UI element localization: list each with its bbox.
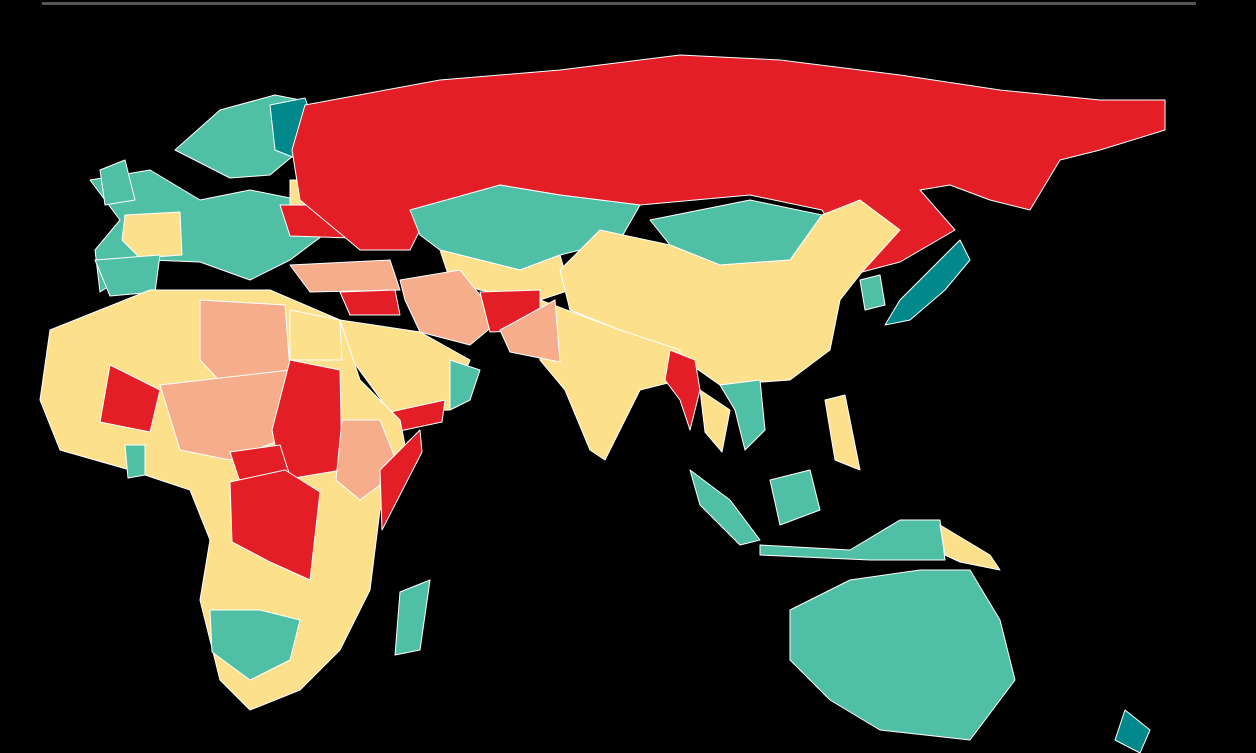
country-turkey[interactable] [289, 259, 401, 293]
country-new-zealand[interactable] [1114, 709, 1151, 753]
country-pakistan[interactable] [499, 299, 561, 363]
country-mali[interactable] [99, 364, 161, 433]
country-indonesia-east[interactable] [759, 519, 946, 561]
country-papua-new-guinea[interactable] [939, 524, 1001, 571]
country-egypt[interactable] [289, 309, 343, 361]
country-vietnam[interactable] [719, 379, 766, 451]
country-myanmar[interactable] [664, 349, 701, 431]
country-uk[interactable] [99, 159, 136, 206]
country-oman[interactable] [449, 359, 481, 411]
country-europe-block[interactable] [89, 169, 331, 293]
country-drc[interactable] [229, 469, 321, 581]
country-australia[interactable] [789, 569, 1016, 741]
header-divider [42, 2, 1196, 5]
country-namibia-botswana[interactable] [209, 609, 301, 681]
country-india[interactable] [539, 299, 681, 461]
country-syria-iraq[interactable] [339, 289, 401, 316]
country-iran[interactable] [399, 269, 501, 346]
country-indonesia-borneo[interactable] [769, 469, 821, 526]
country-france[interactable] [121, 211, 183, 259]
country-thailand[interactable] [699, 389, 731, 453]
country-somalia[interactable] [379, 429, 423, 531]
country-indonesia-sumatra[interactable] [689, 469, 761, 546]
country-madagascar[interactable] [394, 579, 431, 656]
country-philippines[interactable] [824, 394, 861, 471]
country-korea[interactable] [859, 274, 886, 311]
country-sudan[interactable] [271, 359, 343, 481]
country-ghana[interactable] [124, 444, 146, 479]
country-japan[interactable] [884, 239, 971, 326]
country-russia[interactable] [291, 54, 1166, 273]
